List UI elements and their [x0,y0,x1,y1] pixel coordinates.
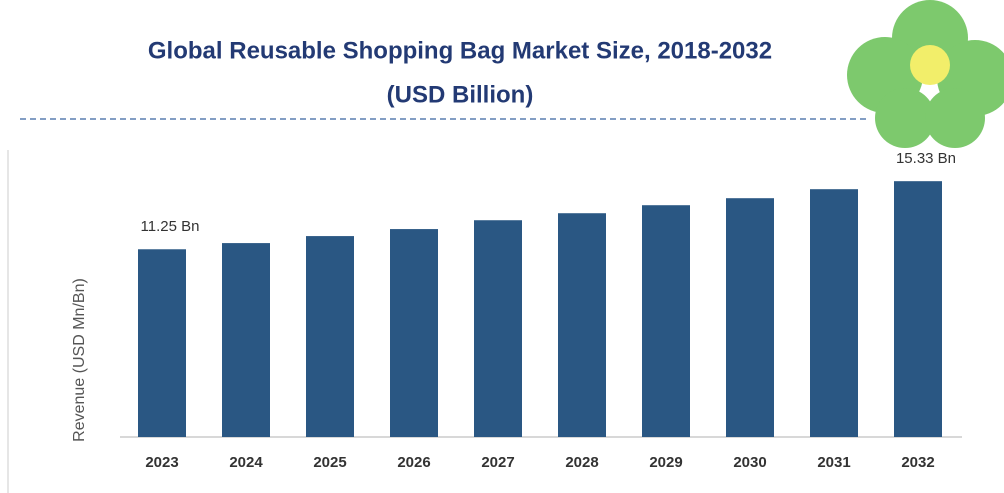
chart-subtitle: (USD Billion) [387,81,534,108]
bar [222,243,270,437]
x-tick-label: 2024 [229,454,263,471]
bar [726,198,774,437]
bar [390,229,438,437]
x-tick-label: 2027 [481,454,514,471]
x-tick-label: 2029 [649,454,682,471]
x-tick-label: 2030 [733,454,766,471]
bar [474,220,522,437]
value-label: 15.33 Bn [896,150,956,167]
value-label: 11.25 Bn [141,218,200,235]
y-axis-label: Revenue (USD Mn/Bn) [71,278,88,442]
bar [306,236,354,437]
x-tick-label: 2032 [901,454,934,471]
bar [558,213,606,437]
bar [642,205,690,437]
x-tick-label: 2026 [397,454,430,471]
flower-decoration [847,0,1004,148]
x-tick-label: 2031 [817,454,850,471]
x-tick-label: 2025 [313,454,346,471]
bar [138,249,186,437]
chart-title: Global Reusable Shopping Bag Market Size… [148,37,772,64]
x-tick-label: 2023 [145,454,178,471]
x-tick-label: 2028 [565,454,598,471]
bar [894,181,942,437]
bar [810,189,858,437]
